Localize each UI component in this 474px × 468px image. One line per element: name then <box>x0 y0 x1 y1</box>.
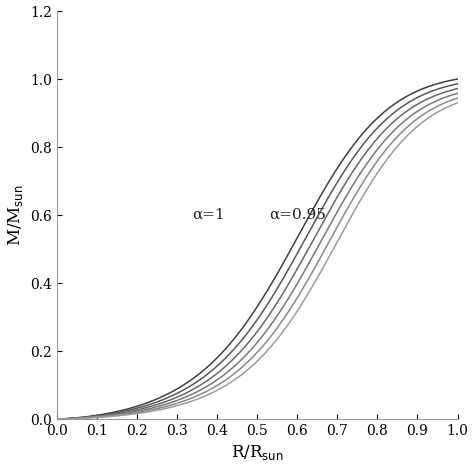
Text: α=0.95: α=0.95 <box>269 208 326 222</box>
Text: α=1: α=1 <box>193 208 226 222</box>
X-axis label: R/R$_{\rm sun}$: R/R$_{\rm sun}$ <box>231 444 283 462</box>
Y-axis label: M/M$_{\rm sun}$: M/M$_{\rm sun}$ <box>6 184 25 246</box>
